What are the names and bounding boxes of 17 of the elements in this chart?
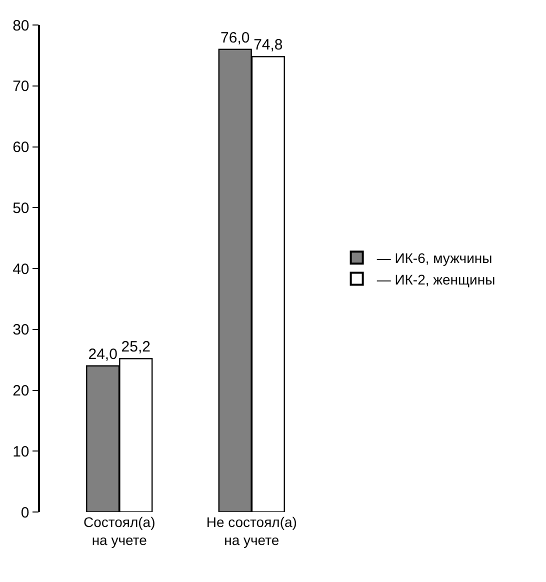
y-tick-label: 50 — [12, 200, 30, 217]
y-tick-label: 60 — [12, 139, 30, 156]
data-label: 25,2 — [121, 338, 150, 356]
y-tick-label: 10 — [12, 443, 30, 460]
legend-label: — ИК-6, мужчины — [376, 250, 492, 266]
data-label: 76,0 — [220, 29, 250, 46]
y-tick-label: 70 — [12, 78, 30, 96]
y-tick-label: 0 — [20, 504, 30, 522]
data-label: 74,8 — [254, 36, 283, 54]
y-tick-label: 80 — [12, 17, 30, 34]
x-tick-label: Не состоял(а) на учете — [206, 514, 297, 548]
y-tick-label: 30 — [12, 322, 30, 339]
y-tick-label: 40 — [12, 260, 30, 278]
legend-label: — ИК-2, женщины — [376, 271, 496, 288]
x-tick-label: Состоял(а) на учете — [83, 514, 156, 548]
data-label: 24,0 — [88, 346, 118, 363]
y-tick-label: 20 — [12, 382, 30, 400]
